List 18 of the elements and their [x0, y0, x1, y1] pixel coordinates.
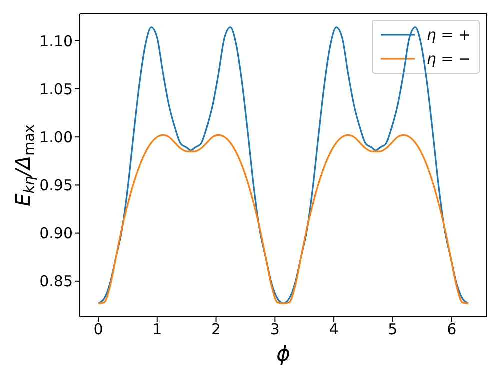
y-tick-label: 1.05	[40, 80, 73, 98]
y-tick-label: 1.10	[40, 32, 73, 50]
x-tick-label: 1	[152, 320, 162, 339]
x-tick-label: 3	[270, 320, 280, 339]
y-tick-label: 0.95	[40, 176, 73, 195]
line-series	[98, 26, 470, 304]
y-tick-label: 1.00	[40, 128, 73, 146]
y-tick-label: 0.85	[40, 272, 73, 291]
y-tick-label: 0.90	[40, 224, 73, 243]
x-tick-label: 5	[388, 320, 398, 339]
x-tick-label: 4	[329, 320, 339, 339]
line-series	[98, 134, 470, 304]
x-tick-label: 0	[94, 320, 104, 339]
x-tick-label: 2	[212, 320, 222, 339]
x-axis-title: ϕ	[276, 342, 291, 366]
legend-label: η = +	[426, 26, 471, 44]
legend-label: η = −	[426, 50, 471, 68]
x-tick-label: 6	[447, 320, 457, 339]
